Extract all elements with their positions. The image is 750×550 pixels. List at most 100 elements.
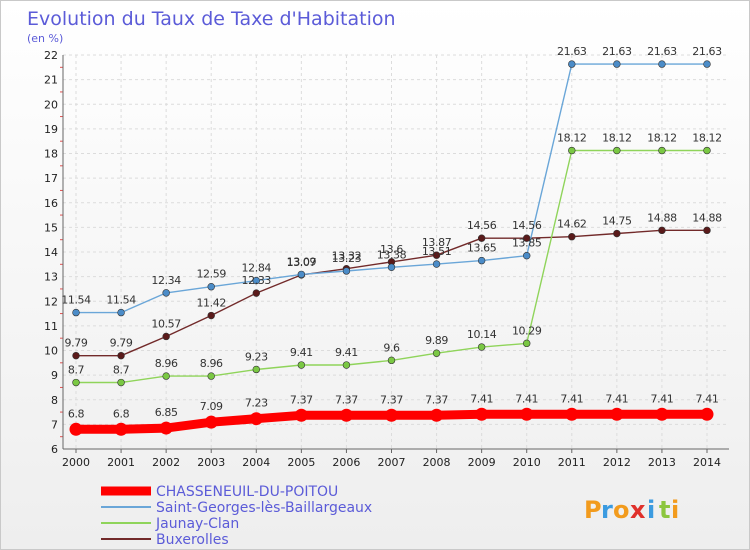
x-tick-label: 2009 — [468, 456, 496, 469]
data-label: 10.29 — [512, 324, 542, 337]
y-tick-label: 22 — [44, 49, 58, 62]
series-jaunay-clan — [72, 146, 711, 387]
data-label: 7.41 — [650, 392, 673, 405]
data-point — [613, 229, 621, 238]
data-point — [658, 226, 666, 235]
data-label: 13.85 — [512, 237, 542, 250]
data-point — [72, 378, 80, 387]
y-tick-label: 21 — [44, 74, 58, 87]
data-point — [342, 267, 351, 275]
data-label: 8.7 — [113, 364, 130, 377]
x-tick-label: 2000 — [62, 456, 90, 469]
data-point — [568, 146, 576, 155]
data-point — [432, 260, 441, 268]
data-label: 7.37 — [380, 393, 403, 406]
y-tick-label: 12 — [44, 295, 58, 308]
x-tick-label: 2010 — [513, 456, 541, 469]
data-point — [159, 421, 173, 435]
data-point — [297, 361, 306, 369]
data-label: 14.75 — [602, 215, 632, 228]
series-group — [69, 60, 714, 436]
y-tick-label: 14 — [44, 246, 58, 259]
logo-letter: r — [601, 496, 614, 524]
data-label: 14.56 — [467, 219, 497, 232]
y-tick-label: 11 — [44, 320, 58, 333]
y-tick-label: 9 — [51, 369, 58, 382]
data-point — [297, 270, 306, 279]
logo-letter: o — [613, 496, 631, 524]
data-point — [207, 283, 215, 291]
data-label: 7.41 — [696, 392, 719, 405]
data-label: 14.88 — [692, 211, 722, 224]
data-label: 18.12 — [692, 132, 722, 145]
data-label: 18.12 — [557, 132, 587, 145]
data-label: 6.85 — [155, 406, 178, 419]
data-label: 9.6 — [383, 341, 400, 354]
data-label: 7.37 — [425, 393, 448, 406]
data-point — [252, 289, 260, 297]
data-point — [72, 308, 80, 317]
data-point — [432, 349, 441, 357]
data-point — [432, 251, 441, 259]
y-tick-label: 20 — [44, 98, 58, 111]
data-point — [703, 226, 711, 235]
data-label: 9.23 — [245, 350, 268, 363]
data-label: 13.32 — [332, 250, 362, 263]
data-label: 8.96 — [200, 357, 223, 370]
data-label: 8.7 — [68, 364, 85, 377]
data-label: 7.09 — [200, 400, 223, 413]
data-point — [523, 251, 531, 260]
data-point — [520, 407, 534, 421]
data-label: 13.6 — [380, 243, 403, 256]
data-label: 12.33 — [242, 274, 272, 287]
data-point — [477, 256, 486, 265]
axes: 6 7 8 9 10 11 12 13 14 15 16 17 18 19 20 21 22 2000 2001 20… — [44, 49, 729, 469]
x-tick-label: 2011 — [558, 456, 586, 469]
data-point — [204, 415, 218, 429]
data-label: 14.62 — [557, 218, 587, 231]
logo-letter: P — [584, 496, 603, 524]
series-saint-georges-les-baillargeaux — [72, 60, 711, 317]
data-label: 6.8 — [113, 407, 130, 420]
data-point — [207, 311, 215, 320]
data-point — [162, 332, 170, 341]
y-tick-label: 19 — [44, 123, 58, 136]
data-label: 7.37 — [290, 393, 313, 406]
data-label: 13.65 — [467, 242, 497, 255]
data-label: 13.07 — [287, 256, 317, 269]
x-tick-label: 2005 — [287, 456, 315, 469]
legend-label: Jaunay-Clan — [155, 516, 239, 532]
data-point — [613, 60, 621, 68]
data-label: 8.96 — [155, 357, 178, 370]
x-tick-label: 2002 — [152, 456, 180, 469]
data-point — [117, 308, 125, 317]
data-point — [565, 407, 579, 421]
data-label: 12.84 — [242, 262, 272, 275]
data-point — [249, 412, 263, 426]
data-label: 7.41 — [560, 392, 583, 405]
chart-subtitle: (en %) — [27, 32, 63, 45]
data-point — [162, 372, 170, 380]
data-label: 7.41 — [605, 392, 628, 405]
x-tick-label: 2007 — [378, 456, 406, 469]
data-label: 11.42 — [196, 297, 226, 310]
series-chasseneuil-du-poitou — [69, 407, 714, 436]
legend-label: Saint-Georges-lès-Baillargeaux — [156, 500, 372, 516]
data-point — [523, 339, 531, 348]
y-tick-label: 18 — [44, 148, 58, 161]
data-label: 13.38 — [377, 248, 407, 261]
data-point — [387, 263, 396, 271]
data-point — [658, 60, 666, 68]
data-point — [613, 146, 621, 155]
data-point — [477, 234, 486, 242]
x-tick-label: 2004 — [242, 456, 270, 469]
data-label: 7.41 — [470, 392, 493, 405]
data-point — [568, 60, 576, 68]
data-point — [568, 233, 576, 241]
x-tick-label: 2012 — [603, 456, 631, 469]
data-point — [342, 361, 351, 369]
data-label: 11.54 — [106, 294, 136, 307]
